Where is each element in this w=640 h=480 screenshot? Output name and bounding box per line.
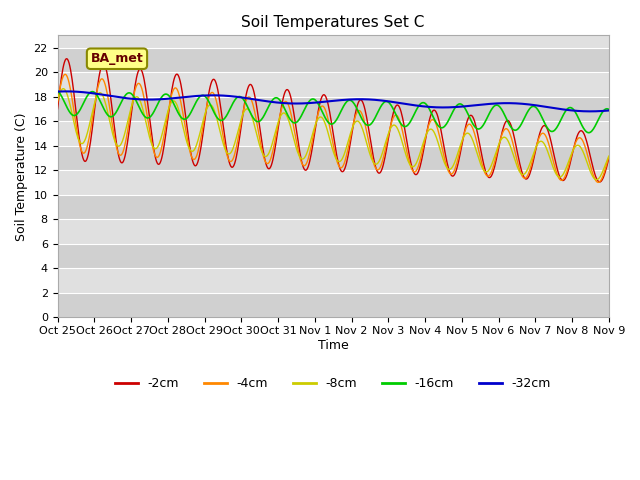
Line: -16cm: -16cm (58, 91, 609, 132)
-16cm (585, 130, 593, 135)
Bar (58, 48, 609, 72)
Line: -2cm: -2cm (58, 59, 609, 182)
Bar (58, 219, 609, 244)
-4cm (61, 72, 69, 77)
-16cm (417, 101, 424, 107)
-16cm (63, 106, 71, 111)
-4cm (65, 77, 72, 83)
-16cm (605, 107, 612, 112)
-2cm (401, 127, 409, 132)
-4cm (177, 100, 185, 106)
-8cm (65, 95, 72, 101)
Line: -32cm: -32cm (58, 91, 609, 111)
-2cm (596, 179, 604, 185)
Bar (58, 121, 609, 145)
-2cm (177, 82, 185, 88)
Bar (58, 170, 609, 194)
-8cm (206, 102, 214, 108)
Title: Soil Temperatures Set C: Soil Temperatures Set C (241, 15, 425, 30)
Bar (58, 72, 609, 96)
-2cm (206, 84, 214, 90)
-8cm (121, 130, 129, 135)
-8cm (417, 147, 425, 153)
-8cm (401, 148, 409, 154)
-8cm (605, 153, 612, 159)
-16cm (177, 113, 184, 119)
-4cm (206, 92, 214, 97)
-16cm (120, 94, 128, 100)
-4cm (594, 180, 602, 185)
-32cm (54, 89, 61, 95)
-4cm (54, 100, 61, 106)
-8cm (593, 177, 600, 182)
-8cm (54, 97, 61, 103)
-2cm (63, 56, 70, 61)
Bar (58, 145, 609, 170)
Text: BA_met: BA_met (91, 52, 143, 65)
-16cm (205, 100, 213, 106)
Legend: -2cm, -4cm, -8cm, -16cm, -32cm: -2cm, -4cm, -8cm, -16cm, -32cm (110, 372, 556, 396)
-32cm (65, 88, 72, 94)
-4cm (401, 139, 409, 145)
-32cm (177, 95, 185, 100)
-32cm (417, 103, 425, 109)
Bar (58, 96, 609, 121)
-32cm (587, 108, 595, 114)
-4cm (605, 154, 612, 160)
-2cm (121, 153, 129, 159)
Bar (58, 244, 609, 268)
Bar (58, 293, 609, 317)
-2cm (54, 106, 61, 112)
-32cm (62, 88, 70, 94)
Bar (58, 268, 609, 293)
Line: -8cm: -8cm (58, 89, 609, 180)
-2cm (417, 160, 425, 166)
-32cm (605, 108, 612, 113)
-16cm (54, 88, 61, 94)
-8cm (177, 116, 185, 121)
-2cm (65, 58, 72, 63)
Y-axis label: Soil Temperature (C): Soil Temperature (C) (15, 112, 28, 240)
-2cm (605, 156, 612, 161)
-16cm (400, 123, 408, 129)
-32cm (401, 101, 409, 107)
-4cm (121, 142, 129, 147)
-32cm (206, 93, 214, 98)
-4cm (417, 154, 425, 160)
-32cm (121, 95, 129, 101)
X-axis label: Time: Time (318, 339, 349, 352)
-8cm (59, 86, 67, 92)
Line: -4cm: -4cm (58, 74, 609, 182)
Bar (58, 194, 609, 219)
